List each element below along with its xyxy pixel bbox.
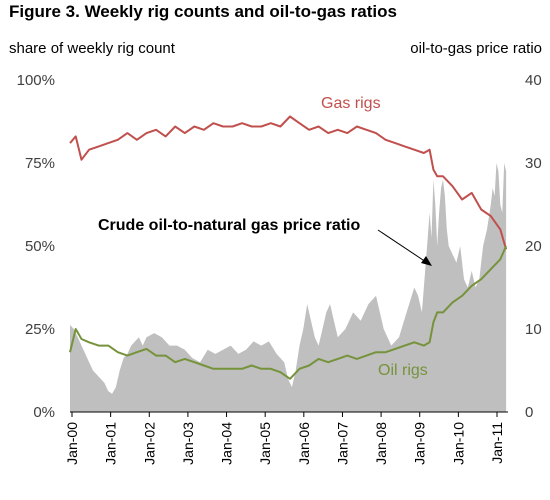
right-tick-label: 40 [525, 72, 542, 89]
x-tick-label: Jan-07 [334, 422, 350, 465]
x-tick-label: Jan-08 [373, 422, 389, 465]
right-axis-title: oil-to-gas price ratio [410, 40, 542, 57]
axes-layer: 0% 25% 50% 75% 100% 0 10 20 30 40 Jan-00 Jan-01 Jan-… [17, 72, 542, 465]
arrow-head-icon [421, 256, 432, 266]
right-tick-label: 20 [525, 238, 542, 255]
annotations-layer: Gas rigs Oil rigs Crude oil-to-natural gas… [98, 95, 432, 379]
x-tick-label: Jan-02 [141, 422, 157, 465]
x-tick-label: Jan-04 [219, 422, 235, 465]
figure-title: Figure 3. Weekly rig counts and oil-to-g… [9, 2, 397, 21]
ratio-area-series [70, 163, 507, 412]
gas-rigs-annotation: Gas rigs [321, 95, 381, 112]
x-tick-label: Jan-00 [64, 422, 80, 465]
right-tick-label: 0 [525, 404, 533, 421]
left-tick-label: 25% [25, 321, 55, 338]
gas-rigs-line [69, 115, 508, 250]
ratio-area-layer [70, 163, 507, 412]
ratio-annotation: Crude oil-to-natural gas price ratio [98, 217, 360, 234]
right-tick-label: 10 [525, 321, 542, 338]
left-tick-label: 100% [17, 72, 55, 89]
right-tick-label: 30 [525, 155, 542, 172]
x-tick-label: Jan-09 [412, 422, 428, 465]
x-tick-label: Jan-10 [450, 422, 466, 465]
left-tick-label: 75% [25, 155, 55, 172]
oil-rigs-line [69, 245, 508, 380]
left-tick-label: 50% [25, 238, 55, 255]
x-tick-label: Jan-11 [489, 422, 505, 464]
left-axis-title: share of weekly rig count [9, 40, 175, 57]
x-tick-label: Jan-06 [296, 422, 312, 465]
rig-lines-layer [69, 115, 508, 380]
x-tick-label: Jan-05 [257, 422, 273, 465]
ratio-pointer-arrow [377, 229, 427, 263]
x-tick-label: Jan-03 [180, 422, 196, 465]
left-tick-label: 0% [33, 404, 55, 421]
oil-rigs-annotation: Oil rigs [378, 362, 428, 379]
x-tick-label: Jan-01 [103, 422, 119, 465]
